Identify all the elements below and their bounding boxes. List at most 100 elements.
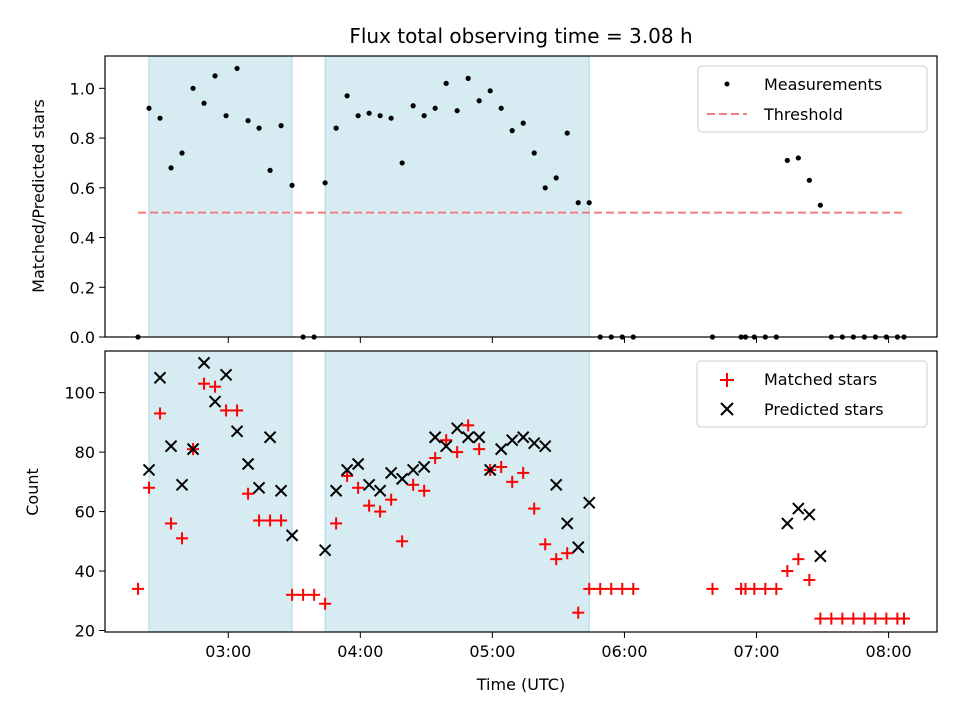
matched-star-point (836, 612, 849, 625)
predicted-star-point (516, 431, 530, 444)
chart-title: Flux total observing time = 3.08 h (349, 24, 692, 48)
matched-star-point (495, 460, 508, 473)
predicted-star-point (318, 544, 332, 557)
legend-measurements-marker (724, 81, 730, 87)
top-y-tick-label: 0.2 (70, 278, 95, 297)
predicted-star-point (263, 431, 277, 444)
matched-star-point (451, 446, 464, 459)
top-plot-frame (104, 55, 938, 338)
matched-star-point (143, 481, 156, 494)
predicted-star-point (340, 463, 354, 477)
measurement-point (355, 113, 361, 119)
predicted-star-point (572, 541, 585, 554)
measurement-point (465, 75, 471, 81)
matched-star-point (352, 481, 365, 494)
bottom-y-tick-label: 80 (75, 443, 95, 462)
x-tick-label: 08:00 (866, 642, 912, 661)
x-tick-label: 03:00 (205, 642, 251, 661)
predicted-star-point (142, 463, 156, 477)
matched-star-point (792, 553, 805, 566)
top-y-axis-label: Matched/Predicted stars (29, 99, 48, 293)
matched-star-point (176, 532, 189, 545)
matched-star-point (440, 434, 453, 447)
predicted-star-point (373, 484, 387, 497)
bottom-y-tick-label: 100 (64, 384, 95, 403)
top-y-tick-label: 1.0 (70, 79, 95, 98)
predicted-star-point (329, 484, 343, 497)
measurement-point (267, 167, 273, 173)
matched-star-point (473, 443, 486, 456)
matched-star-point (858, 612, 871, 625)
predicted-star-point (814, 549, 827, 563)
measurement-point (234, 65, 240, 72)
matched-star-point (319, 597, 332, 610)
matched-star-point (539, 538, 552, 551)
legend-threshold-label: Threshold (763, 105, 843, 124)
predicted-star-point (164, 439, 178, 453)
matched-star-point (385, 493, 398, 506)
measurement-point (575, 200, 581, 206)
top-legend: Measurements Threshold (697, 65, 928, 133)
predicted-star-point (406, 463, 420, 477)
predicted-star-point (417, 460, 431, 474)
matched-star-point (572, 606, 585, 619)
bottom-shaded-interval-0 (148, 350, 293, 633)
predicted-star-point (550, 478, 563, 492)
bottom-shaded-intervals (148, 350, 590, 633)
matched-star-point (308, 588, 321, 601)
predicted-star-point (494, 442, 508, 456)
measurement-point (498, 105, 504, 111)
predicted-star-point (241, 457, 255, 471)
predicted-star-point (561, 517, 574, 530)
x-tick-label: 06:00 (601, 642, 647, 661)
matched-star-point (759, 582, 772, 595)
bottom-y-tick-label: 60 (75, 503, 95, 522)
matched-star-point (748, 582, 761, 595)
predicted-star-point (803, 508, 816, 521)
matched-star-point (275, 514, 288, 527)
matched-star-point (814, 612, 827, 625)
predicted-star-point (197, 356, 211, 370)
measurement-point (344, 93, 350, 99)
matched-star-point (418, 484, 431, 497)
bottom-legend-box (696, 360, 928, 428)
matched-star-point (396, 535, 409, 548)
count-points (132, 356, 910, 625)
predicted-star-point (792, 502, 805, 515)
measurement-point (476, 98, 482, 104)
matched-star-point (231, 404, 244, 417)
top-legend-box (697, 65, 928, 133)
measurement-point (201, 100, 207, 106)
predicted-star-point (252, 481, 266, 494)
legend-matched-label: Matched stars (764, 370, 877, 389)
matched-star-point (363, 499, 376, 512)
legend-predicted-marker (720, 402, 734, 416)
predicted-star-point (186, 442, 200, 456)
predicted-star-point (583, 496, 596, 509)
bottom-y-tick-label: 40 (75, 562, 95, 581)
top-y-axis: 0.0 0.2 0.4 0.6 0.8 1.0 (70, 79, 105, 347)
top-shaded-interval-1 (324, 55, 590, 338)
measurement-point (564, 130, 570, 136)
bottom-y-axis: 20 40 60 80 100 (64, 384, 105, 641)
matched-star-point (847, 612, 860, 625)
matched-star-point (583, 582, 596, 595)
matched-star-point (616, 582, 629, 595)
matched-star-point (242, 487, 255, 500)
measurement-point (817, 202, 823, 208)
matched-star-point (330, 517, 343, 530)
measurement-point (520, 120, 526, 126)
matched-star-point (594, 582, 607, 595)
x-tick-label: 05:00 (469, 642, 515, 661)
matched-star-point (627, 582, 640, 595)
bottom-y-axis-label: Count (23, 468, 42, 516)
count-panel: 20 40 60 80 100 03:00 04:00 05:00 06:00 07:00 08:… (23, 350, 938, 694)
bottom-x-axis: 03:00 04:00 05:00 06:00 07:00 08:00 (205, 632, 912, 661)
measurement-point (553, 175, 559, 181)
x-tick-label: 04:00 (337, 642, 383, 661)
measurement-point (531, 150, 537, 156)
matched-star-point (897, 612, 910, 625)
measurement-point (245, 118, 251, 124)
ratio-panel: 0.0 0.2 0.4 0.6 0.8 1.0 Flux total observing … (29, 24, 938, 347)
